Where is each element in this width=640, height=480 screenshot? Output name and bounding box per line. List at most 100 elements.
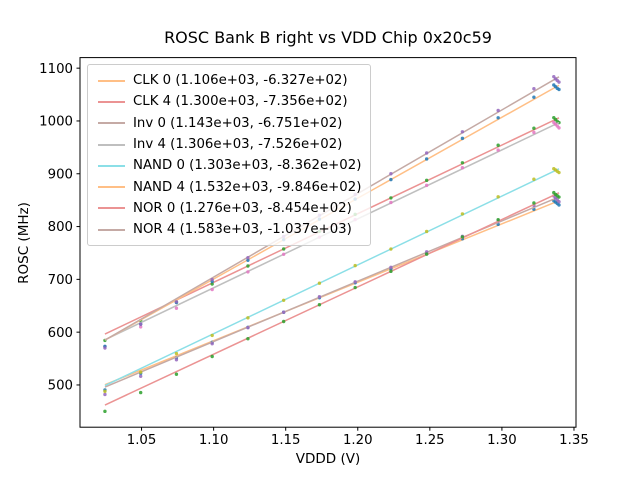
- data-point: [557, 126, 561, 130]
- legend-entry-clk-0: CLK 0 (1.106e+03, -6.327e+02): [95, 70, 361, 91]
- legend-entry-nor-4: NOR 4 (1.583e+03, -1.037e+03): [95, 219, 361, 240]
- y-tick-label: 700: [48, 273, 73, 288]
- data-point: [424, 229, 429, 234]
- data-point: [210, 287, 214, 292]
- data-point: [424, 151, 429, 155]
- legend-line-sample: [98, 79, 125, 82]
- data-point: [496, 217, 500, 222]
- data-point: [317, 295, 322, 299]
- legend-label: NAND 4 (1.532e+03, -9.846e+02): [133, 179, 362, 195]
- data-point: [246, 337, 250, 341]
- data-point: [281, 247, 286, 251]
- data-point: [389, 172, 393, 176]
- data-point: [246, 270, 250, 274]
- y-tick-label: 600: [48, 326, 73, 341]
- x-tick-label: 1.25: [415, 433, 445, 448]
- data-point: [424, 183, 429, 188]
- legend-line-sample: [98, 100, 125, 103]
- data-point: [138, 374, 143, 379]
- plot-spines: [79, 57, 577, 428]
- x-tick-label: 1.20: [343, 433, 373, 448]
- y-tick-label: 1000: [39, 115, 73, 130]
- data-point: [496, 148, 500, 152]
- data-point: [460, 161, 465, 165]
- legend-entry-clk-4: CLK 4 (1.300e+03, -7.356e+02): [95, 91, 361, 112]
- x-tick-label: 1.05: [127, 433, 157, 448]
- data-point: [246, 256, 250, 260]
- data-point: [210, 277, 214, 282]
- data-point: [557, 87, 561, 92]
- legend-label: Inv 0 (1.143e+03, -6.751e+02): [133, 115, 343, 131]
- legend-line-sample: [98, 228, 125, 231]
- data-point: [138, 325, 143, 329]
- data-point: [460, 212, 465, 216]
- data-point: [460, 136, 465, 141]
- data-point: [138, 322, 143, 326]
- data-point: [317, 281, 322, 285]
- data-point: [424, 252, 429, 256]
- data-point: [210, 282, 214, 286]
- data-point: [496, 143, 500, 147]
- data-point: [281, 252, 286, 256]
- data-point: [496, 195, 500, 199]
- data-point: [246, 258, 250, 262]
- data-point: [246, 326, 250, 330]
- legend-line-sample: [98, 186, 125, 189]
- data-point: [557, 195, 561, 199]
- data-point: [532, 130, 536, 135]
- data-point: [103, 392, 107, 397]
- data-point: [138, 390, 143, 395]
- data-point: [460, 166, 465, 170]
- data-point: [557, 170, 561, 175]
- data-point: [532, 177, 536, 181]
- data-point: [138, 370, 143, 374]
- legend: CLK 0 (1.106e+03, -6.327e+02) CLK 4 (1.30…: [87, 64, 372, 247]
- data-point: [210, 342, 214, 346]
- legend-entry-inv-0: Inv 0 (1.143e+03, -6.751e+02): [95, 113, 361, 134]
- data-point: [389, 196, 393, 200]
- legend-label: CLK 4 (1.300e+03, -7.356e+02): [133, 94, 348, 110]
- y-tick-label: 500: [48, 379, 73, 394]
- data-point: [281, 298, 286, 302]
- data-point: [174, 300, 179, 304]
- legend-entry-nand-4: NAND 4 (1.532e+03, -9.846e+02): [95, 176, 361, 197]
- fit-line-nor-0: [104, 192, 560, 406]
- data-point: [532, 126, 536, 130]
- legend-line-sample: [98, 207, 125, 210]
- data-point: [496, 108, 500, 113]
- x-tick-label: 1.35: [559, 433, 589, 448]
- legend-label: NOR 0 (1.276e+03, -8.454e+02): [133, 200, 352, 216]
- legend-line-sample: [98, 122, 125, 125]
- legend-line-sample: [98, 143, 125, 146]
- data-point: [557, 80, 561, 84]
- legend-entry-nand-0: NAND 0 (1.303e+03, -8.362e+02): [95, 155, 361, 176]
- data-point: [246, 316, 250, 320]
- data-point: [103, 389, 107, 394]
- x-tick-label: 1.30: [487, 433, 517, 448]
- legend-line-sample: [98, 164, 125, 167]
- data-point: [174, 306, 179, 310]
- data-point: [424, 178, 429, 183]
- data-point: [389, 177, 393, 182]
- scatter-nand-0: [103, 166, 561, 394]
- chart-title: ROSC Bank B right vs VDD Chip 0x20c59: [164, 28, 492, 47]
- data-point: [174, 351, 179, 356]
- legend-entry-nor-0: NOR 0 (1.276e+03, -8.454e+02): [95, 198, 361, 219]
- y-tick-label: 1100: [39, 62, 73, 77]
- data-point: [210, 354, 214, 359]
- data-point: [532, 201, 536, 205]
- data-point: [557, 199, 561, 204]
- legend-label: CLK 0 (1.106e+03, -6.327e+02): [133, 73, 348, 89]
- x-axis-label: VDDD (V): [295, 451, 361, 467]
- data-point: [424, 157, 429, 161]
- data-point: [353, 263, 357, 268]
- x-tick-label: 1.10: [199, 433, 229, 448]
- scatter-nor-0: [103, 190, 561, 414]
- legend-label: NOR 4 (1.583e+03, -1.037e+03): [133, 222, 352, 238]
- data-point: [174, 372, 179, 376]
- data-point: [460, 235, 465, 239]
- legend-label: Inv 4 (1.306e+03, -7.526e+02): [133, 137, 343, 153]
- data-point: [103, 409, 107, 414]
- y-axis-label: ROSC (MHz): [16, 202, 32, 284]
